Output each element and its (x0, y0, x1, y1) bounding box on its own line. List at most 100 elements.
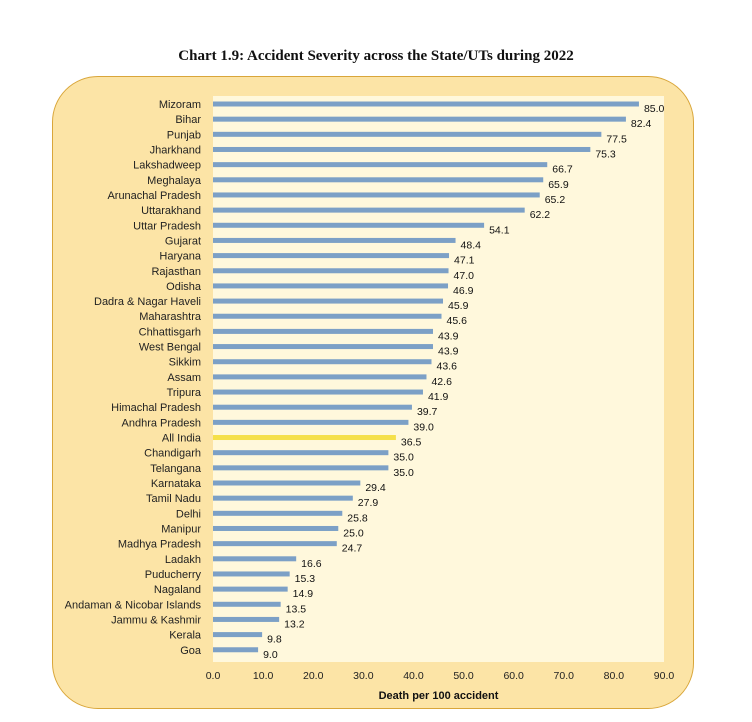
x-tick-label: 20.0 (303, 670, 324, 682)
category-label: Puducherry (145, 569, 202, 581)
category-label: Nagaland (154, 584, 201, 596)
data-label: 62.2 (530, 209, 551, 221)
category-label: Haryana (159, 251, 201, 263)
bar (213, 237, 456, 243)
bar (213, 480, 361, 486)
bar (213, 359, 432, 365)
data-label: 9.8 (267, 634, 282, 646)
category-label: Tamil Nadu (146, 493, 201, 505)
category-label: Madhya Pradesh (118, 539, 201, 551)
bar (213, 525, 339, 531)
bar (213, 586, 288, 592)
data-label: 42.6 (431, 376, 452, 388)
bar (213, 222, 485, 228)
x-tick-label: 10.0 (253, 670, 274, 682)
bar (213, 298, 444, 304)
category-label: Sikkim (169, 357, 201, 369)
category-label: Odisha (166, 281, 202, 293)
category-label: Karnataka (151, 478, 202, 490)
data-label: 48.4 (461, 239, 482, 251)
category-label: Andaman & Nicobar Islands (65, 599, 202, 611)
bar (213, 177, 544, 183)
data-label: 25.8 (347, 512, 368, 524)
data-label: 43.9 (438, 330, 459, 342)
bar (213, 435, 396, 441)
category-label: Meghalaya (147, 175, 202, 187)
category-label: Uttarakhand (141, 205, 201, 217)
bar (213, 601, 281, 607)
category-label: Kerala (169, 630, 202, 642)
data-label: 82.4 (631, 118, 652, 130)
x-tick-label: 70.0 (554, 670, 575, 682)
bar (213, 116, 626, 122)
category-label: Uttar Pradesh (133, 220, 201, 232)
data-label: 35.0 (393, 452, 414, 464)
x-tick-label: 50.0 (453, 670, 474, 682)
data-label: 45.9 (448, 300, 469, 312)
bar (213, 283, 449, 289)
category-label: Arunachal Pradesh (107, 190, 201, 202)
category-label: Chandigarh (144, 448, 201, 460)
data-label: 16.6 (301, 558, 322, 570)
category-label: Punjab (167, 129, 201, 141)
category-label: Telangana (150, 463, 202, 475)
category-label: Chhattisgarh (139, 326, 201, 338)
bar (213, 389, 423, 395)
bar (213, 571, 290, 577)
category-label: Goa (180, 645, 202, 657)
category-label: Jharkhand (150, 144, 201, 156)
bar (213, 647, 259, 653)
data-label: 65.9 (548, 179, 569, 191)
x-tick-label: 60.0 (503, 670, 524, 682)
data-label: 46.9 (453, 285, 474, 297)
category-label: Lakshadweep (133, 160, 201, 172)
data-label: 15.3 (295, 573, 316, 585)
data-label: 29.4 (365, 482, 386, 494)
data-label: 47.0 (454, 270, 475, 282)
data-label: 54.1 (489, 224, 510, 236)
x-axis-title: Death per 100 accident (379, 690, 499, 702)
data-label: 27.9 (358, 497, 379, 509)
bar (213, 541, 337, 547)
data-label: 43.6 (436, 361, 457, 373)
category-label: Dadra & Nagar Haveli (94, 296, 201, 308)
category-label: Gujarat (165, 235, 201, 247)
category-label: Andhra Pradesh (122, 417, 202, 429)
bar (213, 374, 427, 380)
bar (213, 510, 343, 516)
bar (213, 192, 540, 198)
bar (213, 632, 263, 638)
data-label: 36.5 (401, 437, 422, 449)
bar (213, 268, 449, 274)
data-label: 9.0 (263, 649, 278, 661)
x-tick-label: 30.0 (353, 670, 374, 682)
data-label: 47.1 (454, 255, 475, 267)
data-label: 13.2 (284, 618, 305, 630)
bar (213, 253, 450, 259)
bar (213, 404, 412, 410)
bar (213, 495, 353, 501)
category-label: West Bengal (139, 342, 201, 354)
category-label: Jammu & Kashmir (111, 614, 201, 626)
data-label: 66.7 (552, 164, 573, 176)
bar (213, 419, 409, 425)
category-label: Mizoram (159, 99, 201, 111)
bar (213, 101, 639, 107)
bar (213, 328, 433, 334)
x-tick-label: 90.0 (654, 670, 675, 682)
data-label: 75.3 (595, 148, 616, 160)
data-label: 65.2 (545, 194, 566, 206)
data-label: 24.7 (342, 543, 363, 555)
bar (213, 344, 433, 350)
bar (213, 465, 389, 471)
bar (213, 162, 548, 168)
category-label: Tripura (167, 387, 202, 399)
bar (213, 556, 297, 562)
bar (213, 450, 389, 456)
chart-title: Chart 1.9: Accident Severity across the … (178, 48, 574, 64)
x-tick-label: 80.0 (604, 670, 625, 682)
data-label: 39.0 (413, 421, 434, 433)
category-label: Himachal Pradesh (111, 402, 201, 414)
bar (213, 616, 280, 622)
bar (213, 313, 442, 319)
